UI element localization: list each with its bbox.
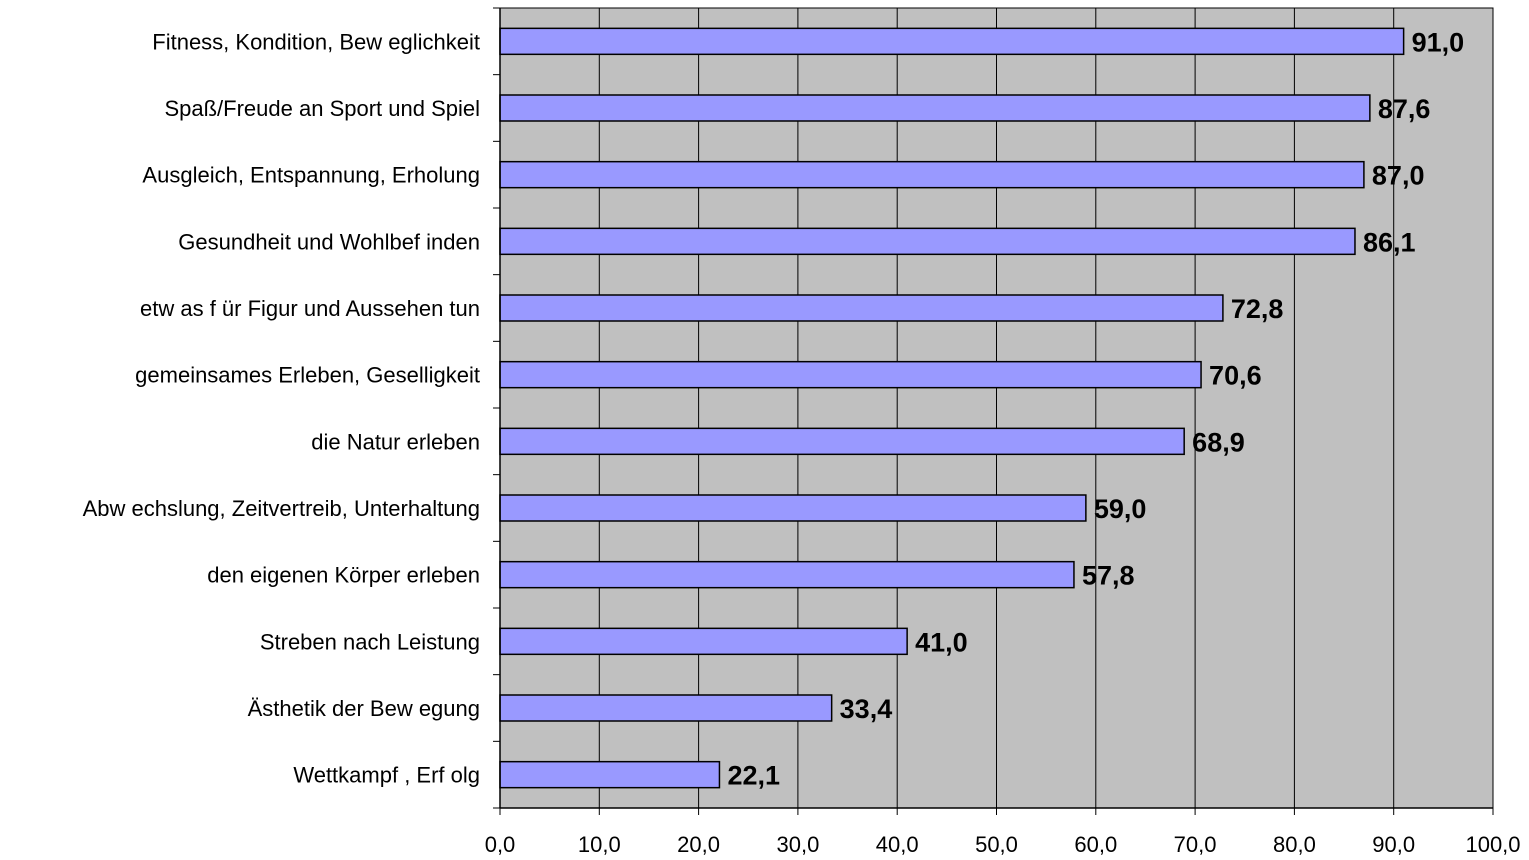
category-label: den eigenen Körper erleben — [207, 563, 480, 588]
data-label: 87,6 — [1378, 94, 1431, 124]
bar — [499, 27, 1405, 56]
data-label: 86,1 — [1363, 227, 1416, 257]
bar — [499, 294, 1224, 322]
data-label: 70,6 — [1209, 361, 1262, 391]
data-label: 57,8 — [1082, 561, 1135, 591]
bar — [499, 360, 1202, 389]
x-tick-label: 100,0 — [1465, 832, 1520, 857]
x-tick-label: 90,0 — [1372, 832, 1415, 857]
bar — [499, 227, 1356, 256]
data-label: 68,9 — [1192, 427, 1245, 457]
category-label: Gesundheit und Wohlbef inden — [178, 229, 480, 254]
data-label: 22,1 — [727, 761, 780, 791]
bar — [499, 694, 833, 722]
category-label: Abw echslung, Zeitvertreib, Unterhaltung — [83, 496, 480, 521]
category-label: etw as f ür Figur und Aussehen tun — [140, 296, 480, 321]
x-tick-label: 70,0 — [1174, 832, 1217, 857]
category-label: Ausgleich, Entspannung, Erholung — [142, 163, 480, 188]
x-tick-label: 80,0 — [1273, 832, 1316, 857]
x-tick-label: 50,0 — [975, 832, 1018, 857]
category-label: Streben nach Leistung — [260, 629, 480, 654]
bar — [499, 427, 1185, 456]
gridlines — [598, 8, 1494, 808]
bar — [499, 560, 1075, 589]
data-label: 41,0 — [915, 627, 968, 657]
bar — [499, 627, 908, 656]
bar — [499, 160, 1365, 189]
data-label: 87,0 — [1372, 161, 1425, 191]
category-label: gemeinsames Erleben, Geselligkeit — [135, 363, 480, 388]
bar — [499, 94, 1371, 122]
data-label: 59,0 — [1094, 494, 1147, 524]
bars-group — [499, 27, 1405, 789]
labels-group: 0,0 10,0 20,0 30,0 40,0 50,0 60,0 70,0 80,0 90,0 1… — [83, 27, 1521, 857]
category-label: die Natur erleben — [311, 429, 480, 454]
axes-group — [493, 7, 1494, 815]
data-label: 91,0 — [1412, 27, 1465, 57]
category-label: Spaß/Freude an Sport und Spiel — [164, 96, 480, 121]
bar — [499, 760, 721, 789]
x-tick-label: 60,0 — [1074, 832, 1117, 857]
x-tick-label: 0,0 — [485, 832, 516, 857]
category-label: Ästhetik der Bew egung — [248, 696, 480, 721]
data-label: 72,8 — [1231, 294, 1284, 324]
category-label: Fitness, Kondition, Bew eglichkeit — [152, 29, 480, 54]
x-tick-label: 40,0 — [876, 832, 919, 857]
x-tick-label: 10,0 — [578, 832, 621, 857]
bar — [499, 494, 1087, 522]
x-tick-label: 30,0 — [776, 832, 819, 857]
x-tick-label: 20,0 — [677, 832, 720, 857]
data-label: 33,4 — [840, 694, 893, 724]
category-label: Wettkampf , Erf olg — [293, 763, 480, 788]
